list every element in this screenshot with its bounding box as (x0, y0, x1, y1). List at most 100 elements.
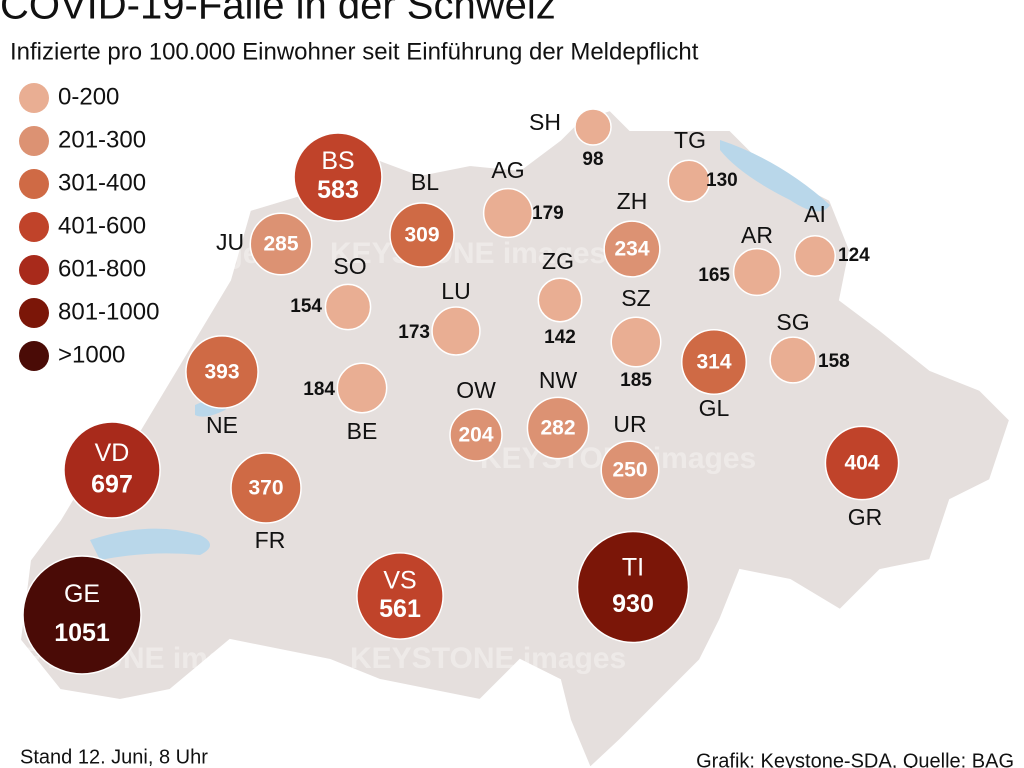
legend-swatch (19, 341, 49, 371)
canton-bubble (600, 440, 660, 500)
canton-code: AR (741, 222, 773, 248)
canton-bubble (431, 306, 481, 356)
canton-code: SO (333, 253, 366, 279)
canton-code: VD (95, 439, 130, 467)
canton-value: 179 (532, 203, 564, 224)
canton-bubble (574, 108, 612, 146)
legend-swatch (19, 126, 49, 156)
canton-code: NW (539, 367, 578, 393)
canton-bubble (537, 277, 583, 323)
canton-bubble (680, 328, 748, 396)
legend-label: 801-1000 (58, 298, 159, 325)
canton-value: 561 (379, 595, 421, 623)
watermark: KEYSTONE images (900, 237, 1024, 270)
canton-value: 309 (404, 224, 439, 247)
canton-code: SH (529, 109, 561, 135)
canton-code: NE (206, 412, 238, 438)
lake (90, 528, 210, 560)
legend-swatch (19, 298, 49, 328)
canton-code: UR (613, 411, 646, 437)
canton-bubble (449, 408, 503, 462)
canton-code: LU (441, 278, 470, 304)
canton-value: 314 (696, 351, 731, 374)
canton-bubble (610, 316, 662, 368)
canton-bubble (185, 335, 259, 409)
canton-bubble (667, 159, 711, 203)
canton-code: AI (804, 201, 826, 227)
canton-code: ZG (542, 248, 574, 274)
canton-value: 250 (612, 459, 647, 482)
canton-value: 285 (263, 233, 298, 256)
canton-bubble (356, 552, 444, 640)
canton-value: 142 (544, 327, 576, 348)
canton-bubble (732, 247, 782, 297)
canton-code: GR (848, 504, 883, 530)
watermark: KEYSTONE images (350, 642, 626, 675)
canton-value: 930 (612, 590, 654, 618)
canton-code: BL (411, 169, 439, 195)
canton-value: 124 (838, 245, 870, 266)
footer-credit: Grafik: Keystone-SDA, Quelle: BAG (696, 750, 1014, 768)
canton-value: 1051 (54, 619, 110, 647)
canton-code: BE (347, 418, 378, 444)
canton-bubble (526, 396, 590, 460)
canton-code: ZH (617, 188, 648, 214)
subtitle: Infizierte pro 100.000 Einwohner seit Ei… (10, 38, 699, 65)
canton-value: 697 (91, 470, 133, 498)
canton-code: VS (383, 566, 416, 594)
legend-label: 601-800 (58, 255, 146, 282)
lake (720, 140, 830, 212)
canton-value: 158 (818, 351, 850, 372)
canton-bubble (824, 425, 900, 501)
legend-swatch (19, 255, 49, 285)
legend-label: >1000 (58, 341, 125, 368)
title: COVID-19-Fälle in der Schweiz (0, 0, 556, 28)
canton-value: 404 (844, 452, 879, 475)
canton-value: 184 (303, 379, 335, 400)
canton-code: TI (622, 553, 644, 581)
canton-code: AG (491, 157, 524, 183)
canton-code: FR (255, 527, 286, 553)
legend-swatch (19, 169, 49, 199)
canton-code: GE (64, 580, 100, 608)
canton-bubble (576, 530, 690, 644)
canton-bubble (230, 452, 302, 524)
canton-code: TG (674, 127, 706, 153)
canton-bubble (336, 362, 388, 414)
canton-code: GL (699, 395, 730, 421)
watermark: KEYSTONE images (900, 642, 1024, 675)
canton-bubble (63, 421, 161, 519)
canton-bubble (769, 336, 817, 384)
canton-value: 154 (290, 296, 322, 317)
canton-bubble (22, 555, 142, 675)
canton-bubble (482, 187, 534, 239)
canton-bubble (603, 220, 661, 278)
legend-label: 301-400 (58, 169, 146, 196)
canton-code: JU (216, 229, 244, 255)
canton-value: 393 (204, 361, 239, 384)
legend-label: 0-200 (58, 83, 119, 110)
canton-bubble (389, 202, 455, 268)
canton-value: 130 (706, 170, 738, 191)
canton-code: OW (456, 377, 496, 403)
canton-bubble (249, 212, 313, 276)
canton-value: 185 (620, 370, 652, 391)
canton-code: SZ (621, 285, 650, 311)
legend-swatch (19, 212, 49, 242)
canton-value: 165 (698, 265, 730, 286)
canton-value: 282 (540, 417, 575, 440)
canton-bubble (293, 132, 383, 222)
canton-code: BS (321, 147, 354, 175)
footer-date: Stand 12. Juni, 8 Uhr (20, 746, 208, 768)
canton-bubble (324, 283, 372, 331)
legend-label: 201-300 (58, 126, 146, 153)
legend-label: 401-600 (58, 212, 146, 239)
canton-code: SG (776, 309, 809, 335)
watermark: KEYSTONE images (330, 237, 606, 270)
canton-value: 234 (614, 238, 649, 261)
legend-swatch (19, 83, 49, 113)
canton-value: 370 (248, 477, 283, 500)
canton-value: 173 (398, 322, 430, 343)
canton-value: 204 (458, 424, 493, 447)
